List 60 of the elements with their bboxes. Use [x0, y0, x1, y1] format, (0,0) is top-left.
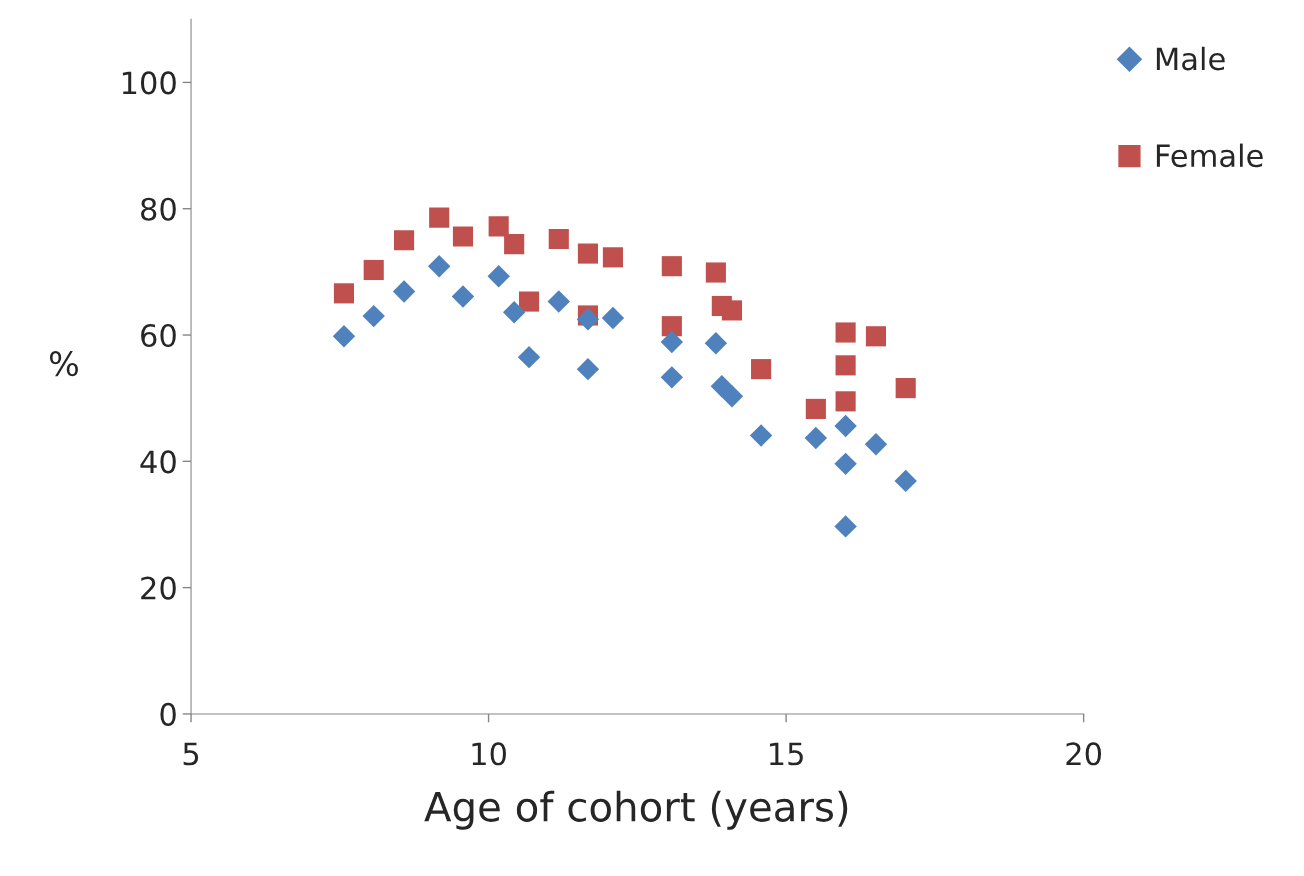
y-tick-label: 40: [140, 450, 176, 474]
point: [362, 304, 385, 328]
point: [332, 325, 356, 348]
point: [751, 359, 772, 380]
point: [721, 300, 743, 321]
point: [547, 290, 570, 313]
point: [392, 280, 416, 303]
point: [704, 332, 728, 355]
y-tick-label: 20: [141, 576, 176, 600]
legend-label: Female: [1156, 143, 1263, 168]
point: [835, 355, 856, 376]
x-tick-label: 5: [183, 742, 199, 766]
point: [576, 357, 600, 381]
point: [720, 385, 744, 408]
x-tick-label: 20: [1066, 742, 1102, 766]
point: [835, 391, 856, 412]
point: [601, 306, 625, 330]
point: [710, 374, 734, 398]
point: [517, 345, 541, 369]
point: [834, 515, 857, 538]
y-tick-label: 100: [122, 71, 176, 95]
point: [427, 255, 451, 278]
point: [661, 316, 682, 337]
point: [451, 285, 475, 308]
point: [504, 234, 525, 255]
point: [488, 216, 509, 237]
legend-label: Male: [1156, 46, 1225, 71]
point: [394, 230, 415, 251]
point: [661, 256, 682, 277]
point: [894, 469, 917, 493]
point: [749, 424, 773, 447]
point: [502, 301, 526, 324]
point: [577, 243, 598, 264]
point: [864, 433, 888, 456]
y-tick-label: 60: [141, 323, 176, 348]
x-tick-label: 10: [472, 742, 506, 766]
point: [452, 226, 474, 247]
point: [834, 414, 857, 438]
y-tick-label: 80: [141, 197, 176, 221]
point: [487, 265, 510, 288]
y-axis-title: %: [49, 351, 78, 377]
point: [835, 322, 856, 343]
point: [660, 366, 684, 389]
x-tick-label: 15: [770, 742, 803, 766]
y-tick-label: 0: [160, 702, 176, 726]
point: [333, 283, 355, 304]
point: [895, 378, 916, 399]
x-axis-title: Age of cohort (years): [424, 790, 848, 830]
point: [518, 291, 540, 312]
point: [804, 426, 828, 450]
point: [602, 247, 623, 268]
point: [660, 330, 684, 354]
point: [865, 326, 887, 347]
point: [548, 228, 569, 250]
point: [705, 262, 726, 283]
point: [576, 308, 600, 331]
point: [363, 259, 384, 281]
point: [834, 452, 857, 476]
point: [429, 207, 450, 228]
point: [805, 398, 826, 419]
